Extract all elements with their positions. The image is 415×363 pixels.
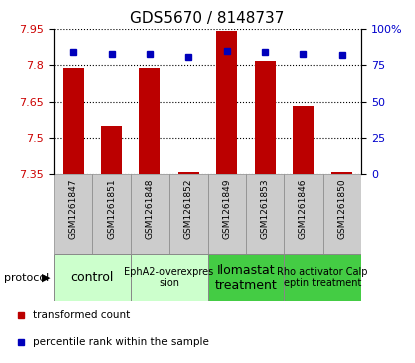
Bar [323,174,361,254]
Text: GSM1261849: GSM1261849 [222,178,231,239]
Bar [54,254,131,301]
Text: GSM1261847: GSM1261847 [68,178,78,239]
Bar [216,32,237,174]
Bar [131,254,208,301]
Bar [284,254,361,301]
Bar [54,174,92,254]
Bar [331,172,352,174]
Text: GSM1261853: GSM1261853 [261,178,270,239]
Text: control: control [71,271,114,284]
Bar [293,106,314,174]
Bar [139,68,161,174]
Text: percentile rank within the sample: percentile rank within the sample [33,337,209,347]
Bar [63,68,84,174]
Bar [169,174,208,254]
Bar [208,174,246,254]
Text: transformed count: transformed count [33,310,130,320]
Bar [208,254,284,301]
Text: protocol: protocol [4,273,49,283]
Text: Rho activator Calp
eptin treatment: Rho activator Calp eptin treatment [277,267,368,289]
Bar [284,174,323,254]
Text: EphA2-overexpres
sion: EphA2-overexpres sion [124,267,214,289]
Bar [178,172,199,174]
Bar [254,61,276,174]
Bar [131,174,169,254]
Text: GSM1261846: GSM1261846 [299,178,308,239]
Text: Ilomastat
treatment: Ilomastat treatment [215,264,277,292]
Title: GDS5670 / 8148737: GDS5670 / 8148737 [130,12,285,26]
Text: GSM1261850: GSM1261850 [337,178,347,239]
Text: ▶: ▶ [42,273,50,283]
Text: GSM1261848: GSM1261848 [145,178,154,239]
Text: GSM1261851: GSM1261851 [107,178,116,239]
Bar [93,174,131,254]
Bar [246,174,284,254]
Text: GSM1261852: GSM1261852 [184,178,193,239]
Bar [101,126,122,174]
